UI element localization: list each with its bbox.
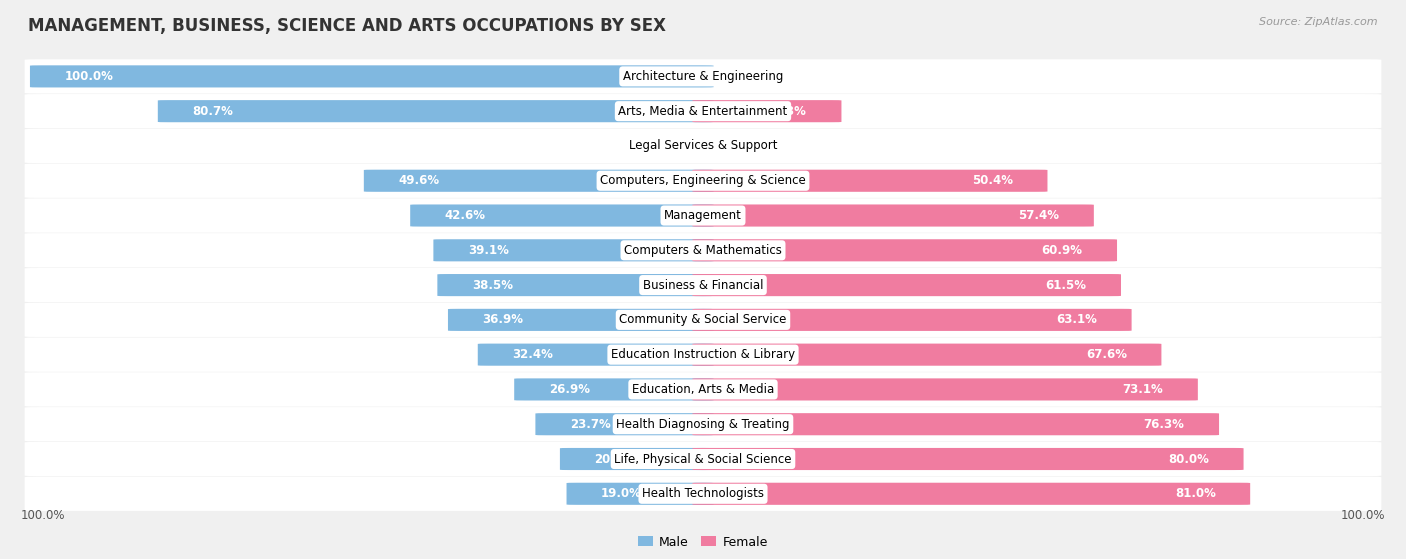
FancyBboxPatch shape (25, 59, 1381, 93)
FancyBboxPatch shape (25, 94, 1381, 129)
FancyBboxPatch shape (25, 442, 1381, 476)
Text: 20.0%: 20.0% (595, 452, 636, 466)
Text: 23.7%: 23.7% (569, 418, 610, 431)
FancyBboxPatch shape (692, 274, 1121, 296)
FancyBboxPatch shape (411, 205, 714, 226)
FancyBboxPatch shape (692, 239, 1116, 262)
Text: 26.9%: 26.9% (548, 383, 589, 396)
Text: 49.6%: 49.6% (398, 174, 440, 187)
Text: 19.0%: 19.0% (600, 487, 643, 500)
Text: 39.1%: 39.1% (468, 244, 509, 257)
Text: Education, Arts & Media: Education, Arts & Media (631, 383, 775, 396)
Text: Business & Financial: Business & Financial (643, 278, 763, 292)
FancyBboxPatch shape (437, 274, 714, 296)
Legend: Male, Female: Male, Female (633, 530, 773, 553)
Text: Source: ZipAtlas.com: Source: ZipAtlas.com (1260, 17, 1378, 27)
Text: Management: Management (664, 209, 742, 222)
Text: 67.6%: 67.6% (1085, 348, 1128, 361)
FancyBboxPatch shape (25, 198, 1381, 233)
Text: 0.0%: 0.0% (723, 139, 752, 153)
Text: 60.9%: 60.9% (1042, 244, 1083, 257)
FancyBboxPatch shape (25, 407, 1381, 442)
Text: MANAGEMENT, BUSINESS, SCIENCE AND ARTS OCCUPATIONS BY SEX: MANAGEMENT, BUSINESS, SCIENCE AND ARTS O… (28, 17, 666, 35)
FancyBboxPatch shape (692, 205, 1094, 226)
FancyBboxPatch shape (364, 170, 714, 192)
Text: Legal Services & Support: Legal Services & Support (628, 139, 778, 153)
Text: 76.3%: 76.3% (1143, 418, 1185, 431)
FancyBboxPatch shape (692, 170, 1047, 192)
Text: 61.5%: 61.5% (1046, 278, 1087, 292)
Text: 50.4%: 50.4% (972, 174, 1012, 187)
FancyBboxPatch shape (692, 100, 841, 122)
Text: 32.4%: 32.4% (512, 348, 553, 361)
FancyBboxPatch shape (449, 309, 714, 331)
Text: 81.0%: 81.0% (1175, 487, 1216, 500)
FancyBboxPatch shape (25, 338, 1381, 372)
FancyBboxPatch shape (692, 344, 1161, 366)
FancyBboxPatch shape (25, 233, 1381, 267)
FancyBboxPatch shape (536, 413, 714, 435)
Text: 19.3%: 19.3% (766, 105, 807, 118)
Text: 73.1%: 73.1% (1122, 383, 1163, 396)
Text: Life, Physical & Social Science: Life, Physical & Social Science (614, 452, 792, 466)
FancyBboxPatch shape (25, 477, 1381, 511)
Text: 100.0%: 100.0% (21, 509, 65, 522)
Text: Computers & Mathematics: Computers & Mathematics (624, 244, 782, 257)
Text: 63.1%: 63.1% (1056, 314, 1097, 326)
Text: 42.6%: 42.6% (444, 209, 485, 222)
Text: 38.5%: 38.5% (472, 278, 513, 292)
Text: Arts, Media & Entertainment: Arts, Media & Entertainment (619, 105, 787, 118)
Text: 0.0%: 0.0% (654, 139, 683, 153)
FancyBboxPatch shape (25, 268, 1381, 302)
FancyBboxPatch shape (567, 483, 714, 505)
FancyBboxPatch shape (560, 448, 714, 470)
FancyBboxPatch shape (25, 129, 1381, 163)
Text: Health Diagnosing & Treating: Health Diagnosing & Treating (616, 418, 790, 431)
Text: 80.7%: 80.7% (193, 105, 233, 118)
Text: 100.0%: 100.0% (65, 70, 114, 83)
FancyBboxPatch shape (692, 448, 1243, 470)
Text: Education Instruction & Library: Education Instruction & Library (612, 348, 794, 361)
Text: 100.0%: 100.0% (1341, 509, 1385, 522)
Text: 0.0%: 0.0% (723, 70, 752, 83)
FancyBboxPatch shape (25, 164, 1381, 198)
Text: 80.0%: 80.0% (1168, 452, 1209, 466)
FancyBboxPatch shape (692, 413, 1219, 435)
Text: 57.4%: 57.4% (1018, 209, 1059, 222)
FancyBboxPatch shape (157, 100, 714, 122)
Text: Community & Social Service: Community & Social Service (619, 314, 787, 326)
FancyBboxPatch shape (692, 309, 1132, 331)
Text: Health Technologists: Health Technologists (643, 487, 763, 500)
FancyBboxPatch shape (692, 483, 1250, 505)
Text: 36.9%: 36.9% (482, 314, 523, 326)
Text: Computers, Engineering & Science: Computers, Engineering & Science (600, 174, 806, 187)
Text: Architecture & Engineering: Architecture & Engineering (623, 70, 783, 83)
FancyBboxPatch shape (30, 65, 714, 87)
FancyBboxPatch shape (25, 303, 1381, 337)
FancyBboxPatch shape (25, 372, 1381, 406)
FancyBboxPatch shape (515, 378, 714, 400)
FancyBboxPatch shape (478, 344, 714, 366)
FancyBboxPatch shape (433, 239, 714, 262)
FancyBboxPatch shape (692, 378, 1198, 400)
